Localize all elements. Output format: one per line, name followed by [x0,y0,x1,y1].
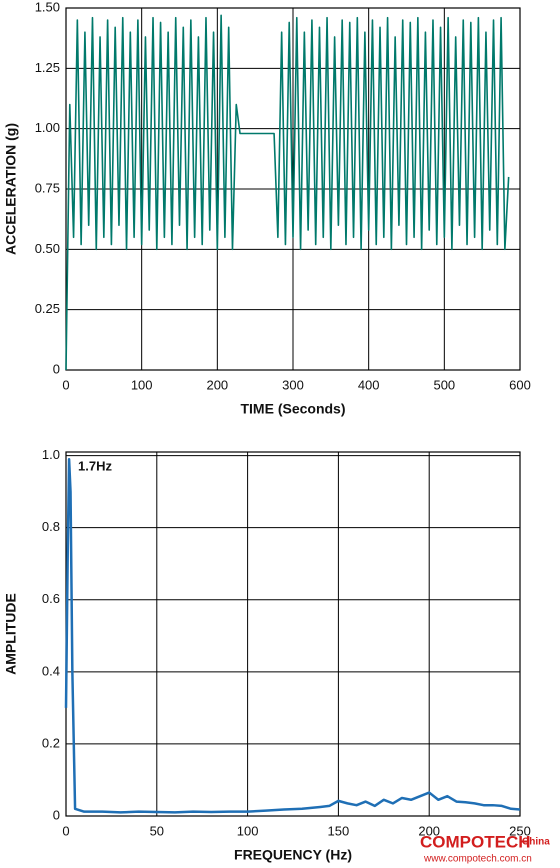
y-tick-label: 0 [53,807,60,822]
y-tick-label: 0.4 [42,663,60,678]
y-tick-label: 1.50 [35,0,60,14]
watermark-url: www.compotech.com.cn [423,854,532,865]
y-tick-label: 1.00 [35,120,60,135]
x-tick-label: 500 [433,377,455,392]
y-axis-label: ACCELERATION (g) [3,123,19,255]
x-tick-label: 200 [206,377,228,392]
x-tick-label: 0 [62,377,69,392]
annotation: 1.7Hz [78,458,112,473]
y-tick-label: 0.50 [35,241,60,256]
y-tick-label: 1.0 [42,447,60,462]
x-tick-label: 200 [418,823,440,838]
x-axis-label: FREQUENCY (Hz) [234,847,352,863]
x-tick-label: 100 [131,377,153,392]
y-tick-label: 0.75 [35,180,60,195]
x-tick-label: 0 [62,823,69,838]
x-tick-label: 400 [358,377,380,392]
x-tick-label: 50 [150,823,164,838]
x-tick-label: 600 [509,377,531,392]
x-tick-label: 250 [509,823,531,838]
x-tick-label: 300 [282,377,304,392]
data-line [64,457,521,814]
x-tick-label: 100 [237,823,259,838]
y-tick-label: 1.25 [35,60,60,75]
x-tick-label: 150 [328,823,350,838]
watermark-brand: COMPOTECH [420,832,531,851]
x-axis-label: TIME (Seconds) [240,401,345,417]
y-axis-label: AMPLITUDE [3,593,19,675]
y-tick-label: 0.2 [42,735,60,750]
plot-frame [65,451,521,817]
y-tick-label: 0.8 [42,519,60,534]
y-tick-label: 0 [53,361,60,376]
watermark-region: China [522,837,550,848]
y-tick-label: 0.6 [42,591,60,606]
data-line [65,14,510,371]
y-tick-label: 0.25 [35,301,60,316]
